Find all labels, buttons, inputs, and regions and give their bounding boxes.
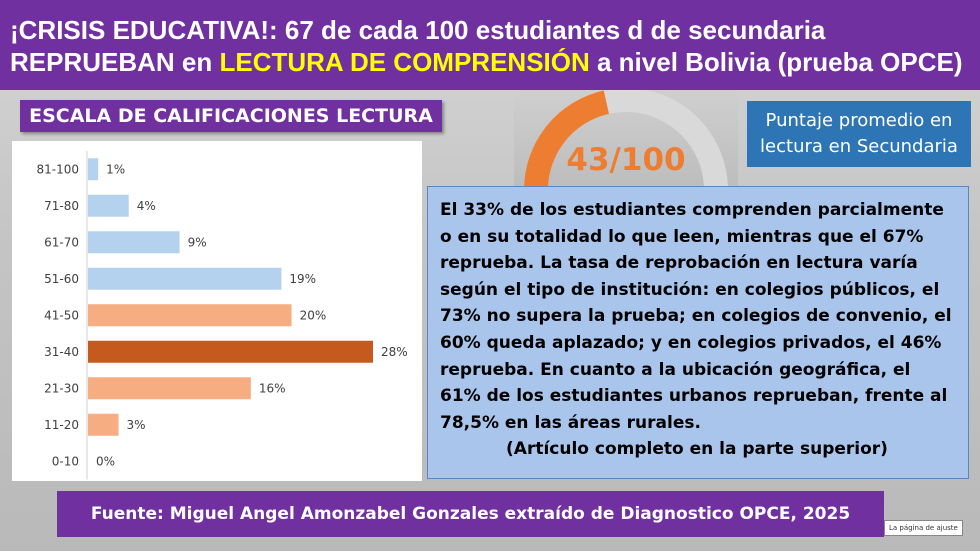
gauge-score: 43/100 bbox=[566, 142, 686, 178]
value-label: 16% bbox=[259, 381, 286, 395]
bar bbox=[88, 158, 99, 181]
header-highlight: LECTURA DE COMPRENSIÓN bbox=[219, 47, 590, 77]
value-label: 28% bbox=[381, 345, 408, 359]
category-label: 81-100 bbox=[36, 162, 79, 176]
scale-title: ESCALA DE CALIFICACIONES LECTURA bbox=[20, 100, 442, 132]
page-tag: La página de ajuste bbox=[884, 520, 963, 536]
header-line-2-start: REPRUEBAN en bbox=[10, 47, 220, 77]
value-label: 0% bbox=[96, 454, 115, 468]
category-label: 71-80 bbox=[44, 199, 79, 213]
gauge-fill bbox=[524, 90, 610, 186]
chart-panel: 81-100 1% 71-80 4% 61-70 9% 51-60 19% 41-50 20% 31… bbox=[12, 141, 422, 481]
value-label: 4% bbox=[137, 199, 156, 213]
average-score-box: Puntaje promedio en lectura en Secundari… bbox=[747, 101, 971, 167]
category-label: 41-50 bbox=[44, 308, 79, 322]
value-label: 3% bbox=[127, 418, 146, 432]
value-label: 9% bbox=[188, 235, 207, 249]
category-label: 51-60 bbox=[44, 272, 79, 286]
value-label: 1% bbox=[106, 162, 125, 176]
category-label: 11-20 bbox=[44, 418, 79, 432]
value-label: 20% bbox=[300, 308, 327, 322]
bar bbox=[88, 340, 373, 363]
bar bbox=[88, 413, 119, 436]
average-score-line-2: lectura en Secundaria bbox=[760, 136, 958, 157]
bar bbox=[88, 304, 292, 327]
header-line-1: ¡CRISIS EDUCATIVA!: 67 de cada 100 estud… bbox=[10, 15, 826, 45]
category-label: 31-40 bbox=[44, 345, 79, 359]
bar bbox=[88, 377, 251, 400]
gauge-svg bbox=[524, 90, 728, 186]
category-label: 21-30 bbox=[44, 381, 79, 395]
header-line-2: REPRUEBAN en LECTURA DE COMPRENSIÓN a ni… bbox=[10, 46, 980, 78]
category-label: 61-70 bbox=[44, 235, 79, 249]
value-label: 19% bbox=[289, 272, 316, 286]
info-paragraph: El 33% de los estudiantes comprenden par… bbox=[440, 200, 952, 433]
bar bbox=[88, 267, 282, 290]
gauge: 43/100 bbox=[514, 90, 738, 186]
bar bbox=[88, 231, 180, 254]
header-banner: ¡CRISIS EDUCATIVA!: 67 de cada 100 estud… bbox=[0, 0, 980, 90]
header-line-2-end: a nivel Bolivia (prueba OPCE) bbox=[589, 47, 963, 77]
bar bbox=[88, 194, 129, 217]
average-score-line-1: Puntaje promedio en bbox=[765, 110, 953, 131]
info-box: El 33% de los estudiantes comprenden par… bbox=[427, 186, 969, 479]
bar-chart: 81-100 1% 71-80 4% 61-70 9% 51-60 19% 41-50 20% 31… bbox=[36, 151, 408, 480]
category-label: 0-10 bbox=[52, 454, 79, 468]
source-footer: Fuente: Miguel Angel Amonzabel Gonzales … bbox=[57, 491, 884, 537]
info-note: (Artículo completo en la parte superior) bbox=[506, 439, 888, 460]
